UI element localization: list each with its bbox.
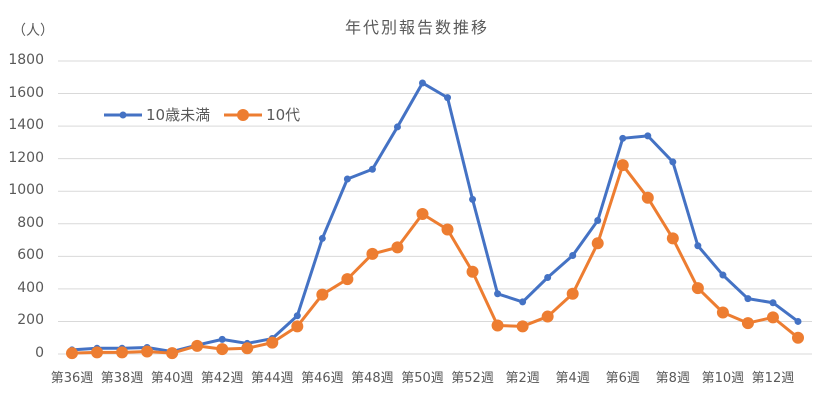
data-point bbox=[619, 134, 627, 142]
y-tick-label: 1000 bbox=[8, 182, 44, 199]
orange-line-marker-icon bbox=[224, 108, 263, 121]
data-point bbox=[66, 347, 78, 360]
chart-title: 年代別報告数推移 bbox=[344, 18, 489, 37]
x-tick-label: 第8週 bbox=[655, 371, 690, 386]
data-point bbox=[418, 79, 426, 87]
y-tick-label: 1800 bbox=[8, 52, 44, 68]
x-tick-label: 第46週 bbox=[301, 371, 344, 386]
data-point bbox=[293, 312, 301, 320]
data-point bbox=[566, 287, 579, 300]
x-tick-label: 第10週 bbox=[701, 371, 745, 386]
data-point bbox=[792, 331, 804, 344]
data-point bbox=[444, 94, 452, 102]
data-point bbox=[744, 295, 752, 303]
data-point bbox=[441, 223, 454, 236]
legend: 10歳未満 10代 bbox=[104, 104, 300, 125]
data-point bbox=[694, 242, 702, 250]
legend-label-under10: 10歳未満 bbox=[146, 106, 211, 124]
legend-label-teens: 10代 bbox=[266, 106, 301, 124]
data-point bbox=[719, 271, 727, 279]
data-point bbox=[343, 175, 351, 183]
data-point bbox=[666, 232, 679, 245]
y-tick-label: 1600 bbox=[8, 84, 44, 101]
data-point bbox=[116, 346, 129, 359]
data-point bbox=[544, 273, 552, 281]
data-point bbox=[218, 335, 226, 343]
y-tick-label: 400 bbox=[17, 279, 44, 296]
data-point bbox=[241, 342, 254, 355]
x-tick-label: 第2週 bbox=[505, 371, 540, 386]
data-point bbox=[166, 347, 179, 360]
blue-line-marker-icon bbox=[104, 111, 142, 118]
data-point bbox=[591, 237, 604, 250]
data-point bbox=[541, 310, 554, 323]
data-point bbox=[766, 311, 779, 324]
y-axis-unit: （人） bbox=[12, 23, 54, 39]
data-point bbox=[393, 123, 401, 131]
data-point bbox=[669, 158, 677, 166]
x-tick-label: 第52週 bbox=[451, 371, 494, 386]
y-tick-label: 1200 bbox=[8, 149, 44, 166]
data-point bbox=[391, 241, 404, 254]
x-tick-label: 第50週 bbox=[401, 371, 444, 386]
data-point bbox=[91, 346, 104, 359]
data-point bbox=[519, 298, 527, 306]
y-tick-label: 600 bbox=[17, 247, 44, 264]
x-tick-label: 第38週 bbox=[100, 371, 144, 386]
data-point bbox=[366, 247, 379, 260]
x-tick-label: 第36週 bbox=[50, 371, 94, 386]
data-point bbox=[216, 343, 229, 356]
data-point bbox=[469, 195, 477, 203]
data-point bbox=[794, 317, 802, 325]
data-point bbox=[516, 320, 529, 333]
data-point bbox=[368, 165, 376, 173]
data-point bbox=[494, 290, 502, 298]
x-tick-label: 第44週 bbox=[250, 371, 294, 386]
data-point bbox=[691, 282, 704, 295]
data-point bbox=[416, 208, 429, 221]
x-tick-label: 第48週 bbox=[351, 371, 394, 386]
y-tick-label: 200 bbox=[17, 312, 44, 329]
data-point bbox=[644, 132, 652, 140]
data-point bbox=[569, 252, 577, 260]
x-tick-label: 第6週 bbox=[605, 371, 640, 386]
legend-item-under10: 10歳未満 bbox=[104, 104, 210, 125]
x-tick-label: 第40週 bbox=[150, 371, 194, 386]
x-tick-label: 第12週 bbox=[751, 371, 795, 386]
y-tick-label: 800 bbox=[17, 214, 44, 231]
data-point bbox=[741, 317, 754, 330]
y-tick-label: 1400 bbox=[8, 117, 44, 134]
data-point bbox=[341, 273, 354, 286]
data-point bbox=[291, 320, 304, 333]
data-point bbox=[769, 299, 777, 307]
data-point bbox=[716, 306, 729, 319]
x-tick-label: 第42週 bbox=[200, 371, 244, 386]
series-line-1 bbox=[71, 163, 799, 355]
data-point bbox=[318, 234, 326, 242]
data-point bbox=[266, 336, 279, 349]
data-point bbox=[191, 339, 204, 352]
y-tick-label: 0 bbox=[35, 345, 44, 361]
data-point bbox=[616, 159, 629, 172]
data-point bbox=[141, 345, 154, 358]
data-point bbox=[466, 265, 479, 278]
data-point bbox=[641, 191, 654, 204]
legend-item-teens: 10代 bbox=[224, 104, 300, 125]
data-point bbox=[491, 319, 504, 332]
x-tick-label: 第4週 bbox=[555, 371, 590, 386]
data-point bbox=[594, 217, 602, 225]
data-point bbox=[316, 288, 329, 301]
